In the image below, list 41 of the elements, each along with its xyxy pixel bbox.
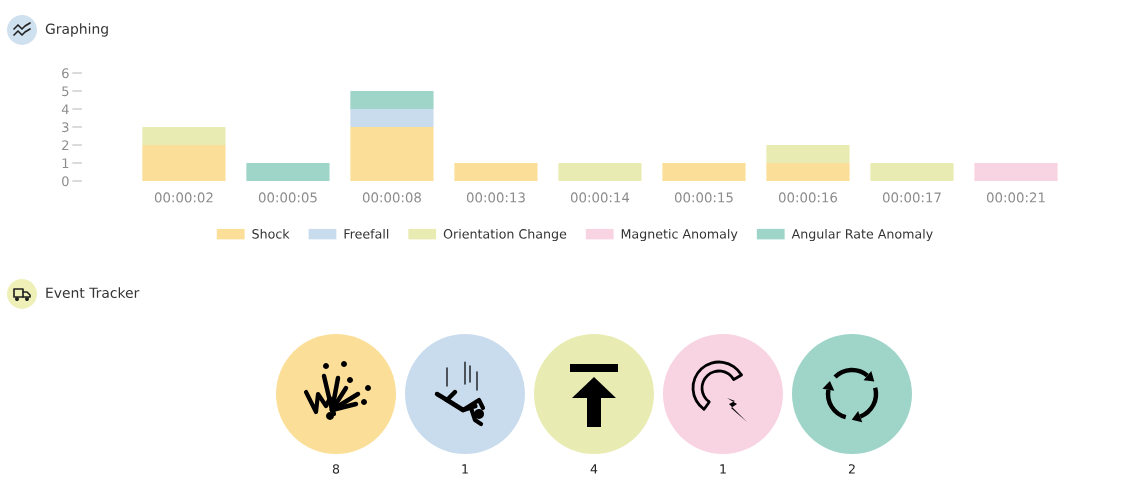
y-tick-label: 1 xyxy=(62,158,69,168)
x-tick-label: 00:00:21 xyxy=(986,192,1045,203)
bar xyxy=(350,127,434,181)
x-tick-label: 00:00:14 xyxy=(570,192,630,203)
legend-label: Shock xyxy=(252,228,290,239)
data-label: 1 xyxy=(462,464,468,474)
y-tick-label: 2 xyxy=(62,140,69,150)
x-tick-label: 00:00:13 xyxy=(466,192,525,203)
bar xyxy=(350,91,434,109)
y-tick-label: 3 xyxy=(62,122,69,133)
bar xyxy=(350,109,434,127)
x-tick-label: 00:00:15 xyxy=(674,192,733,203)
text: Event Tracker xyxy=(46,287,140,299)
legend-label: Angular Rate Anomaly xyxy=(791,228,933,242)
x-tick-label: 00:00:17 xyxy=(882,192,941,203)
x-tick-label: 00:00:08 xyxy=(362,192,421,203)
legend-label: Magnetic Anomaly xyxy=(621,228,738,242)
y-tick-label: 4 xyxy=(61,104,69,114)
data-label: 2 xyxy=(848,464,855,474)
bar xyxy=(558,163,642,181)
bar xyxy=(766,163,850,181)
bar xyxy=(246,163,330,181)
bar xyxy=(662,163,746,181)
y-tick-label: 5 xyxy=(62,86,69,97)
data-label: 8 xyxy=(332,464,340,474)
chart-title: Graphing xyxy=(45,23,108,37)
legend-label: Orientation Change xyxy=(443,228,567,242)
bar xyxy=(974,163,1058,181)
bar xyxy=(766,145,850,163)
data-label: 4 xyxy=(590,464,598,474)
y-tick-label: 0 xyxy=(62,176,69,187)
x-tick-label: 00:00:16 xyxy=(778,192,838,203)
bar xyxy=(454,163,538,181)
y-tick-label: 6 xyxy=(62,68,69,79)
bar xyxy=(142,145,226,181)
x-tick-label: 00:00:05 xyxy=(258,192,317,203)
x-tick-label: 00:00:02 xyxy=(154,192,213,203)
bar xyxy=(142,127,226,145)
data-label: 1 xyxy=(720,464,726,474)
bar xyxy=(870,163,954,181)
legend-label: Freefall xyxy=(344,228,389,239)
